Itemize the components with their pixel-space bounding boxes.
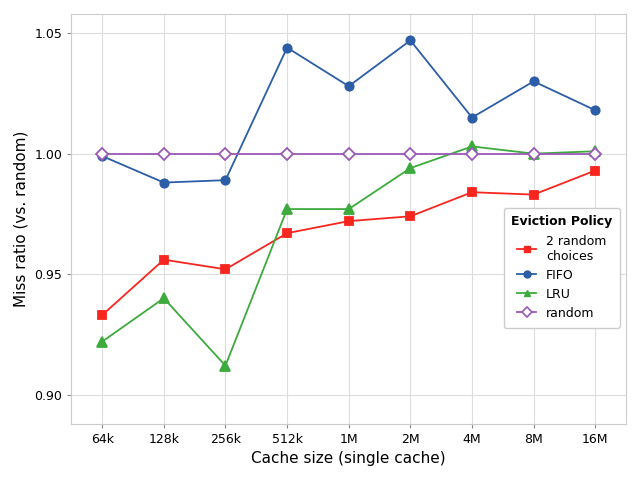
X-axis label: Cache size (single cache): Cache size (single cache) (252, 451, 446, 466)
Y-axis label: Miss ratio (vs. random): Miss ratio (vs. random) (14, 131, 29, 307)
Legend: 2 random
choices, FIFO, LRU, random: 2 random choices, FIFO, LRU, random (504, 208, 620, 328)
